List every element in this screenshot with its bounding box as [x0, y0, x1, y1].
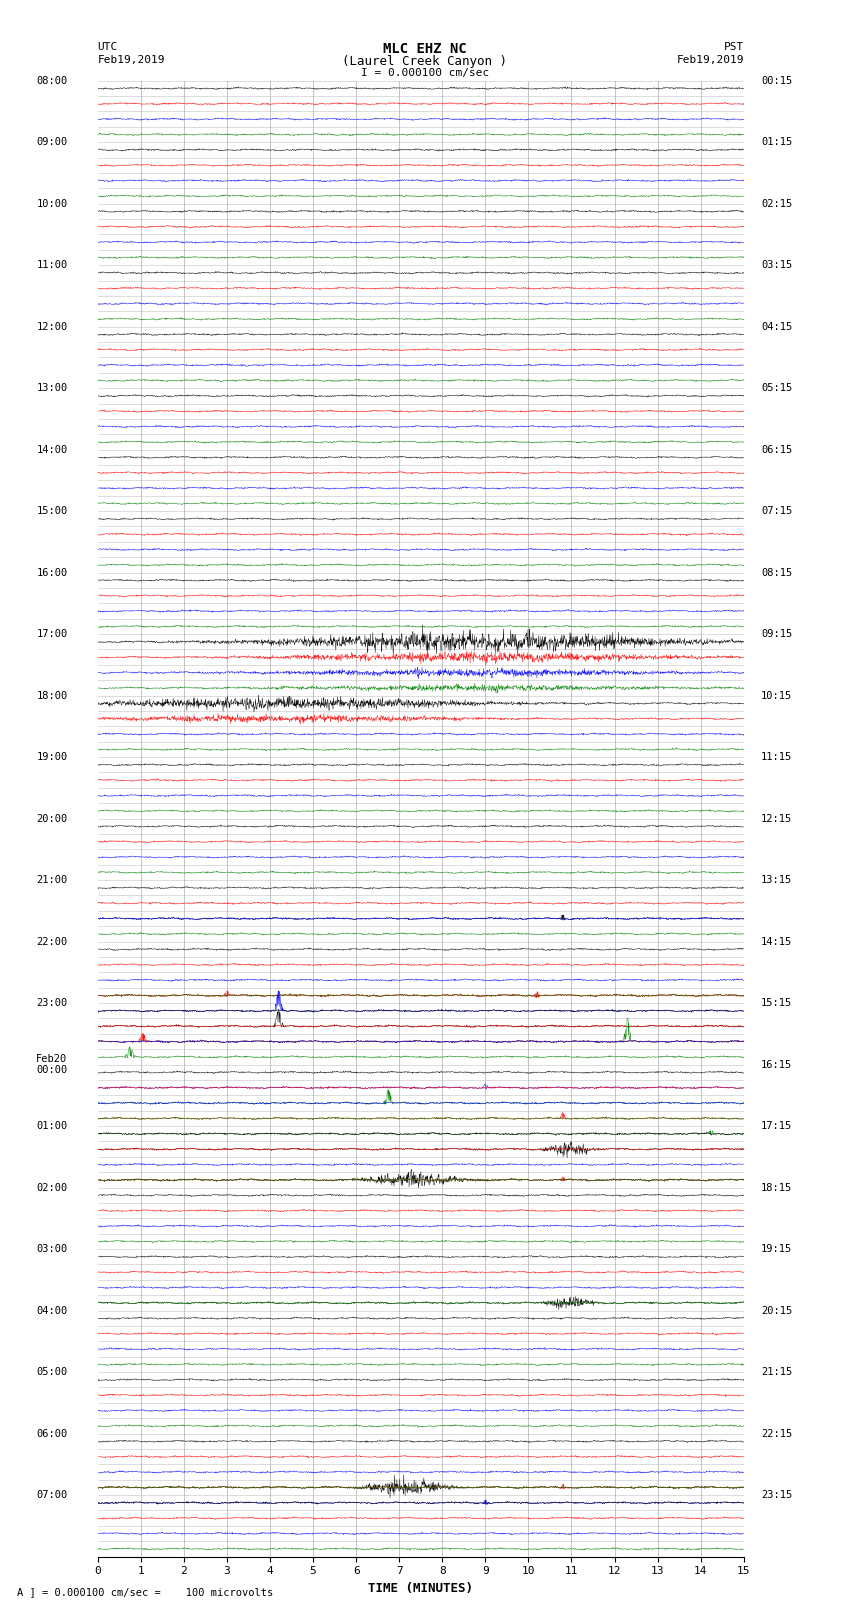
Text: 02:15: 02:15 [761, 198, 792, 208]
Text: 12:00: 12:00 [37, 321, 68, 332]
Text: 09:00: 09:00 [37, 137, 68, 147]
Text: 04:00: 04:00 [37, 1305, 68, 1316]
Text: 08:00: 08:00 [37, 76, 68, 85]
Text: Feb19,2019: Feb19,2019 [98, 55, 165, 65]
Text: I = 0.000100 cm/sec: I = 0.000100 cm/sec [361, 68, 489, 77]
Text: 10:15: 10:15 [761, 690, 792, 700]
Text: 04:15: 04:15 [761, 321, 792, 332]
Text: 22:15: 22:15 [761, 1429, 792, 1439]
Text: 17:00: 17:00 [37, 629, 68, 639]
Text: (Laurel Creek Canyon ): (Laurel Creek Canyon ) [343, 55, 507, 68]
X-axis label: TIME (MINUTES): TIME (MINUTES) [368, 1582, 473, 1595]
Text: 15:15: 15:15 [761, 998, 792, 1008]
Text: 14:00: 14:00 [37, 445, 68, 455]
Text: 23:00: 23:00 [37, 998, 68, 1008]
Text: 20:00: 20:00 [37, 813, 68, 824]
Text: 17:15: 17:15 [761, 1121, 792, 1131]
Text: 08:15: 08:15 [761, 568, 792, 577]
Text: 16:15: 16:15 [761, 1060, 792, 1069]
Text: MLC EHZ NC: MLC EHZ NC [383, 42, 467, 56]
Text: 11:00: 11:00 [37, 260, 68, 269]
Text: 21:15: 21:15 [761, 1368, 792, 1378]
Text: 19:15: 19:15 [761, 1244, 792, 1253]
Text: 20:15: 20:15 [761, 1305, 792, 1316]
Text: PST: PST [723, 42, 744, 52]
Text: 15:00: 15:00 [37, 506, 68, 516]
Text: 01:15: 01:15 [761, 137, 792, 147]
Text: 07:00: 07:00 [37, 1490, 68, 1500]
Text: 23:15: 23:15 [761, 1490, 792, 1500]
Text: 06:00: 06:00 [37, 1429, 68, 1439]
Text: 22:00: 22:00 [37, 937, 68, 947]
Text: 06:15: 06:15 [761, 445, 792, 455]
Text: 18:00: 18:00 [37, 690, 68, 700]
Text: 05:15: 05:15 [761, 384, 792, 394]
Text: 18:15: 18:15 [761, 1182, 792, 1192]
Text: A ] = 0.000100 cm/sec =    100 microvolts: A ] = 0.000100 cm/sec = 100 microvolts [17, 1587, 273, 1597]
Text: 01:00: 01:00 [37, 1121, 68, 1131]
Text: 13:00: 13:00 [37, 384, 68, 394]
Text: 02:00: 02:00 [37, 1182, 68, 1192]
Text: 00:15: 00:15 [761, 76, 792, 85]
Text: 19:00: 19:00 [37, 752, 68, 761]
Text: 09:15: 09:15 [761, 629, 792, 639]
Text: 05:00: 05:00 [37, 1368, 68, 1378]
Text: 07:15: 07:15 [761, 506, 792, 516]
Text: 16:00: 16:00 [37, 568, 68, 577]
Text: 10:00: 10:00 [37, 198, 68, 208]
Text: 21:00: 21:00 [37, 876, 68, 886]
Text: 14:15: 14:15 [761, 937, 792, 947]
Text: UTC: UTC [98, 42, 118, 52]
Text: 03:15: 03:15 [761, 260, 792, 269]
Text: Feb19,2019: Feb19,2019 [677, 55, 744, 65]
Text: 11:15: 11:15 [761, 752, 792, 761]
Text: 13:15: 13:15 [761, 876, 792, 886]
Text: Feb20
00:00: Feb20 00:00 [37, 1053, 68, 1076]
Text: 03:00: 03:00 [37, 1244, 68, 1253]
Text: 12:15: 12:15 [761, 813, 792, 824]
